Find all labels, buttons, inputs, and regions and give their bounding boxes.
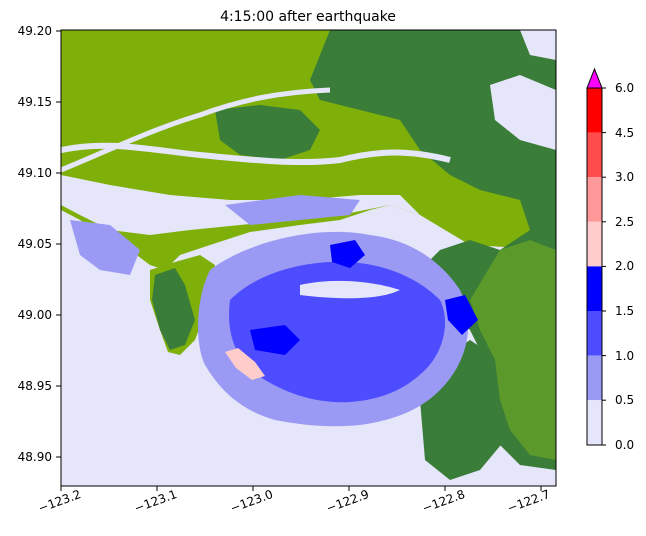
y-tick-label: 49.20 <box>18 24 52 38</box>
x-tick-label: −122.9 <box>324 487 371 515</box>
x-tick-label: −123.0 <box>228 487 275 515</box>
map-title: 4:15:00 after earthquake <box>220 9 396 25</box>
colorbar-segment <box>587 355 602 401</box>
highland-slope <box>470 240 556 460</box>
highland-point-roberts <box>152 268 195 350</box>
y-tick-label: 49.10 <box>18 166 52 180</box>
x-tick-label: −122.8 <box>420 487 467 515</box>
colorbar-tick-label: 4.5 <box>615 126 634 140</box>
colorbar: 6.0 4.5 3.0 2.5 2.0 1.5 1.0 0.5 0.0 <box>586 67 634 452</box>
depth-20-patch <box>225 348 265 380</box>
x-tick-label: −123.2 <box>36 487 83 515</box>
river-north-arm <box>61 87 331 173</box>
depth-10-layer <box>229 261 445 403</box>
colorbar-tick-label: 0.5 <box>615 393 634 407</box>
depth-05-fringe-2 <box>225 195 360 225</box>
depth-15-core-3 <box>445 295 478 335</box>
axes-frame <box>60 29 557 487</box>
colorbar-tick-label: 6.0 <box>615 81 634 95</box>
depth-15-core-2 <box>250 325 300 355</box>
colorbar-tick-label: 2.5 <box>615 215 634 229</box>
y-tick-label: 48.90 <box>18 450 52 464</box>
y-tick-label: 49.05 <box>18 237 52 251</box>
colorbar-segment <box>587 221 602 267</box>
depth-05-fringe <box>70 220 140 275</box>
y-axis: 49.20 49.15 49.10 49.05 49.00 48.95 48.9… <box>18 24 61 464</box>
depth-15-core <box>330 240 365 268</box>
colorbar-tick-label: 3.0 <box>615 170 634 184</box>
colorbar-tick-label: 1.0 <box>615 349 634 363</box>
x-tick-label: −123.1 <box>132 487 179 515</box>
colorbar-ticks <box>602 87 606 446</box>
colorbar-segment <box>587 132 602 178</box>
y-tick-label: 49.15 <box>18 95 52 109</box>
river-east-gap <box>520 30 556 60</box>
delta-water-interior <box>300 280 400 299</box>
colorbar-tick-label: 1.5 <box>615 304 634 318</box>
river-main-arm <box>61 142 451 166</box>
lake-northeast <box>490 75 556 150</box>
colorbar-tick-label: 0.0 <box>615 438 634 452</box>
y-tick-label: 49.00 <box>18 308 52 322</box>
colorbar-tick-label: 2.0 <box>615 259 634 273</box>
highland-delta-patch <box>215 105 320 160</box>
x-tick-label: −122.7 <box>505 487 552 515</box>
colorbar-segment <box>587 311 602 356</box>
colorbar-segment <box>587 400 602 445</box>
y-tick-label: 48.95 <box>18 379 52 393</box>
colorbar-segment <box>587 177 602 222</box>
colorbar-segment <box>587 88 602 133</box>
x-axis: −123.2 −123.1 −123.0 −122.9 −122.8 −122.… <box>36 486 552 515</box>
map-area <box>61 30 556 486</box>
colorbar-segment <box>587 266 602 311</box>
colorbar-extend-arrow <box>586 67 603 89</box>
